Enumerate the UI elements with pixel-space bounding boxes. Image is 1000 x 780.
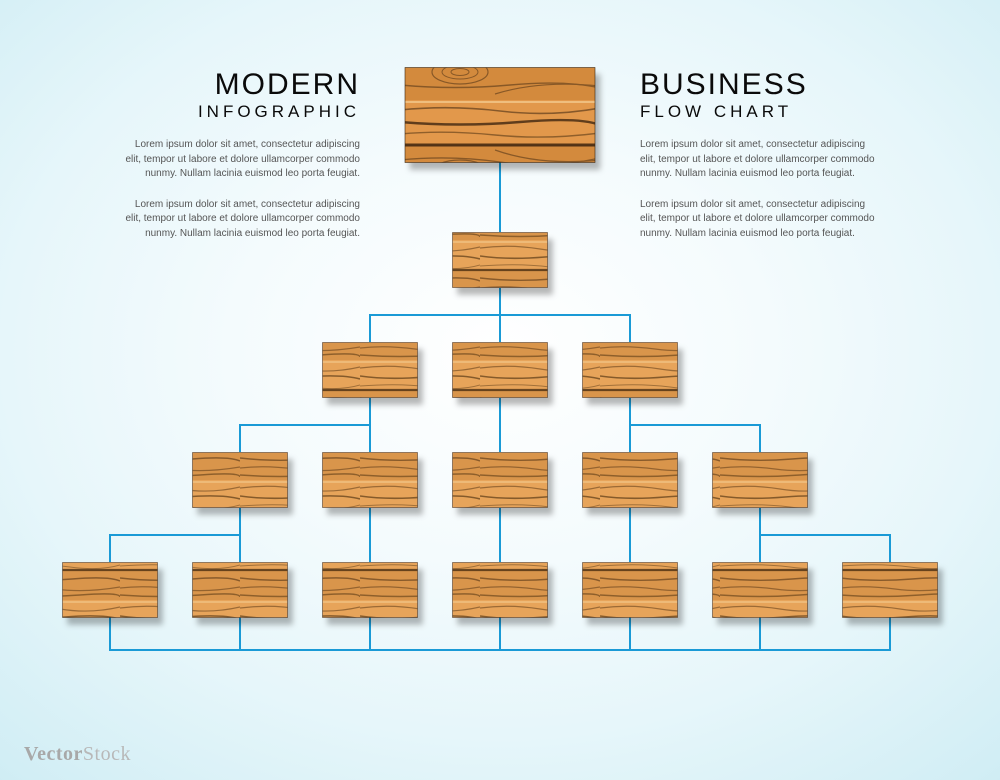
node-r2-c2 <box>453 343 548 398</box>
node-r3-c2 <box>323 453 418 508</box>
right-paragraph-2: Lorem ipsum dolor sit amet, consectetur … <box>640 198 880 242</box>
watermark-bold: Vector <box>24 743 83 765</box>
left-heading-1: MODERN <box>120 70 360 100</box>
node-r4-c2 <box>193 563 288 618</box>
node-r3-c3 <box>453 453 548 508</box>
node-r3-c4 <box>583 453 678 508</box>
node-r1-c1 <box>453 233 548 288</box>
left-heading-2: INFOGRAPHIC <box>120 102 360 122</box>
node-r2-c3 <box>583 343 678 398</box>
node-r3-c1 <box>193 453 288 508</box>
node-r2-c1 <box>323 343 418 398</box>
right-heading-2: FLOW CHART <box>640 102 880 122</box>
node-r4-c3 <box>323 563 418 618</box>
left-paragraph-2: Lorem ipsum dolor sit amet, consectetur … <box>120 198 360 242</box>
right-paragraph-1: Lorem ipsum dolor sit amet, consectetur … <box>640 138 880 182</box>
left-paragraph-1: Lorem ipsum dolor sit amet, consectetur … <box>120 138 360 182</box>
node-r3-c5 <box>713 453 808 508</box>
node-r4-c7 <box>843 563 938 618</box>
left-text-column: MODERN INFOGRAPHIC Lorem ipsum dolor sit… <box>120 70 360 241</box>
node-r4-c4 <box>453 563 548 618</box>
watermark-light: Stock <box>83 743 131 765</box>
root-node <box>405 68 595 163</box>
node-r4-c6 <box>713 563 808 618</box>
infographic-stage: { "canvas":{"w":1000,"h":780}, "left_tit… <box>0 0 1000 780</box>
node-r4-c1 <box>63 563 158 618</box>
right-text-column: BUSINESS FLOW CHART Lorem ipsum dolor si… <box>640 70 880 241</box>
node-r4-c5 <box>583 563 678 618</box>
watermark: VectorStock <box>24 743 131 766</box>
right-heading-1: BUSINESS <box>640 70 880 100</box>
